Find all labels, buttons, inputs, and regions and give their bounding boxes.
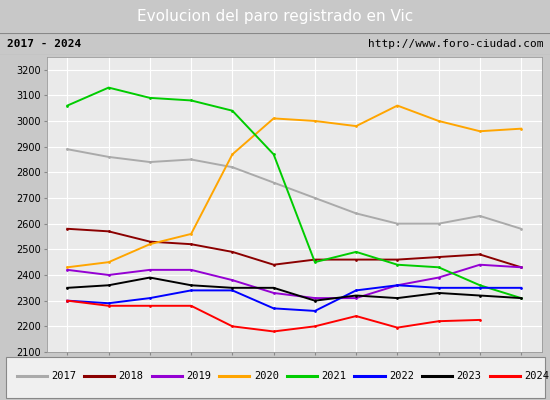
Text: 2020: 2020 <box>254 371 279 381</box>
Text: 2023: 2023 <box>456 371 482 381</box>
Text: 2019: 2019 <box>186 371 211 381</box>
Text: 2017: 2017 <box>51 371 76 381</box>
Text: 2024: 2024 <box>524 371 549 381</box>
Text: http://www.foro-ciudad.com: http://www.foro-ciudad.com <box>368 39 543 49</box>
Text: 2017 - 2024: 2017 - 2024 <box>7 39 81 49</box>
FancyBboxPatch shape <box>6 357 544 398</box>
Text: 2021: 2021 <box>321 371 346 381</box>
Text: Evolucion del paro registrado en Vic: Evolucion del paro registrado en Vic <box>137 9 413 24</box>
Text: 2022: 2022 <box>389 371 414 381</box>
Text: 2018: 2018 <box>119 371 144 381</box>
